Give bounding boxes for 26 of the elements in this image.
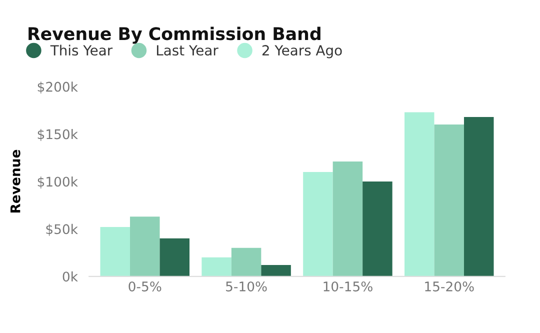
y-tick-label: $150k [38, 129, 78, 141]
bar [202, 257, 232, 276]
bar [261, 265, 291, 276]
bar [100, 227, 130, 276]
x-tick-label: 5-10% [226, 281, 267, 292]
bar [160, 238, 190, 276]
y-tick-label: $100k [38, 176, 78, 188]
y-tick-label: 0k [62, 271, 78, 282]
bar [130, 216, 160, 276]
x-tick-label: 15-20% [425, 281, 474, 292]
y-tick-label: $200k [38, 82, 78, 94]
chart-title: Revenue By Commission Band [28, 26, 320, 44]
x-tick-label: 10-15% [324, 281, 372, 292]
legend-label: Last Year [156, 45, 218, 56]
legend-label: 2 Years Ago [262, 45, 342, 58]
bar [332, 162, 363, 276]
bar [404, 112, 434, 276]
bar [362, 181, 392, 276]
y-tick-label: $50k [46, 224, 78, 236]
x-tick-label: 0-5% [128, 281, 162, 292]
bar [434, 124, 464, 276]
legend-label: This Year [50, 44, 113, 56]
bar [231, 248, 262, 276]
bar [464, 116, 494, 276]
bar [303, 172, 333, 276]
y-axis-title: Revenue [10, 150, 20, 212]
